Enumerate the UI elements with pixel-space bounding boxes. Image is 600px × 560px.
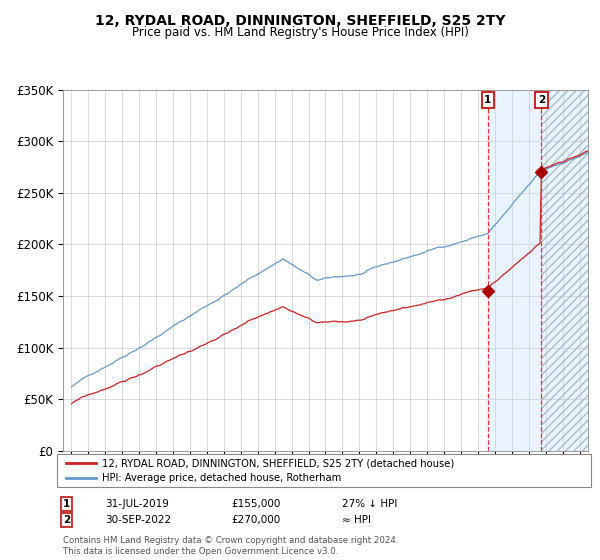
Text: 12, RYDAL ROAD, DINNINGTON, SHEFFIELD, S25 2TY: 12, RYDAL ROAD, DINNINGTON, SHEFFIELD, S… (95, 14, 505, 28)
Text: Price paid vs. HM Land Registry's House Price Index (HPI): Price paid vs. HM Land Registry's House … (131, 26, 469, 39)
12, RYDAL ROAD, DINNINGTON, SHEFFIELD, S25 2TY (detached house) (592, 145, 599, 152)
Text: 2: 2 (63, 515, 70, 525)
12, RYDAL ROAD, DINNINGTON, SHEFFIELD, S25 2TY (detached house) (68, 400, 75, 407)
Text: Contains HM Land Registry data © Crown copyright and database right 2024.
This d: Contains HM Land Registry data © Crown c… (63, 536, 398, 556)
Text: 1: 1 (63, 499, 70, 509)
Text: 1: 1 (484, 95, 491, 105)
HPI: Average price, detached house, Rotherham: (2.03e+03, 2.87e+05): Average price, detached house, Rotherham… (580, 151, 587, 157)
Text: 27% ↓ HPI: 27% ↓ HPI (342, 499, 397, 509)
Bar (541, 90, 588, 451)
HPI: Average price, detached house, Rotherham: (2e+03, 6.2e+04): Average price, detached house, Rotherham… (68, 384, 75, 390)
Text: £270,000: £270,000 (231, 515, 280, 525)
Text: ≈ HPI: ≈ HPI (342, 515, 371, 525)
Text: 2: 2 (538, 95, 545, 105)
12, RYDAL ROAD, DINNINGTON, SHEFFIELD, S25 2TY (detached house) (244, 318, 251, 324)
Line: HPI: Average price, detached house, Rotherham: HPI: Average price, detached house, Roth… (71, 150, 595, 387)
Text: 30-SEP-2022: 30-SEP-2022 (105, 515, 171, 525)
12, RYDAL ROAD, DINNINGTON, SHEFFIELD, S25 2TY (detached house) (580, 150, 587, 156)
12, RYDAL ROAD, DINNINGTON, SHEFFIELD, S25 2TY (detached house) (335, 319, 342, 325)
HPI: Average price, detached house, Rotherham: (2e+03, 1.11e+05): Average price, detached house, Rotherham… (154, 333, 161, 340)
Bar (488, 90, 588, 451)
Line: 12, RYDAL ROAD, DINNINGTON, SHEFFIELD, S25 2TY (detached house): 12, RYDAL ROAD, DINNINGTON, SHEFFIELD, S… (71, 148, 595, 404)
Text: £155,000: £155,000 (231, 499, 280, 509)
HPI: Average price, detached house, Rotherham: (2.01e+03, 1.68e+05): Average price, detached house, Rotherham… (335, 274, 342, 281)
HPI: Average price, detached house, Rotherham: (2.03e+03, 2.92e+05): Average price, detached house, Rotherham… (592, 146, 599, 153)
Text: 12, RYDAL ROAD, DINNINGTON, SHEFFIELD, S25 2TY (detached house): 12, RYDAL ROAD, DINNINGTON, SHEFFIELD, S… (102, 458, 454, 468)
HPI: Average price, detached house, Rotherham: (2e+03, 9.88e+04): Average price, detached house, Rotherham… (134, 346, 142, 352)
Text: 31-JUL-2019: 31-JUL-2019 (105, 499, 169, 509)
12, RYDAL ROAD, DINNINGTON, SHEFFIELD, S25 2TY (detached house) (452, 293, 459, 300)
12, RYDAL ROAD, DINNINGTON, SHEFFIELD, S25 2TY (detached house) (154, 362, 161, 369)
HPI: Average price, detached house, Rotherham: (2.01e+03, 1.66e+05): Average price, detached house, Rotherham… (244, 276, 251, 282)
12, RYDAL ROAD, DINNINGTON, SHEFFIELD, S25 2TY (detached house) (134, 372, 142, 379)
HPI: Average price, detached house, Rotherham: (2.02e+03, 2.01e+05): Average price, detached house, Rotherham… (452, 240, 459, 247)
Text: HPI: Average price, detached house, Rotherham: HPI: Average price, detached house, Roth… (102, 473, 341, 483)
